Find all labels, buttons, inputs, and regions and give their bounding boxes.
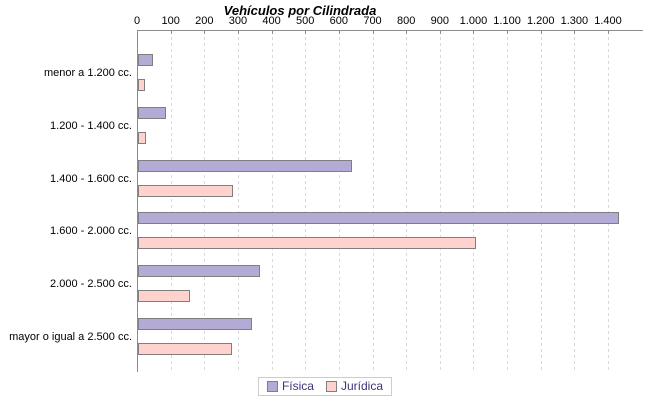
bar-juridica	[138, 290, 190, 303]
x-axis-tick-label: 1.200	[526, 15, 555, 27]
bar-juridica	[138, 79, 145, 91]
legend: Física Jurídica	[257, 377, 393, 396]
y-axis-category-label: 1.200 - 1.400 cc.	[50, 120, 132, 132]
chart-title: Vehículos por Cilindrada	[223, 3, 377, 18]
x-axis-tick-label: 1.400	[594, 15, 622, 27]
legend-swatch-juridica-icon	[325, 381, 337, 392]
x-axis-tick-label: 0	[133, 15, 141, 27]
x-axis-tick	[338, 30, 340, 34]
x-axis-tick-label: 1.300	[560, 15, 589, 27]
x-axis-tick	[406, 30, 408, 34]
gridline	[406, 31, 408, 373]
x-axis-tick-label: 800	[396, 15, 416, 27]
bar-juridica	[138, 343, 232, 355]
gridline	[574, 31, 576, 373]
bar-juridica	[138, 184, 233, 197]
bar-juridica	[138, 237, 476, 250]
legend-swatch-fisica-icon	[266, 381, 278, 392]
x-axis-tick	[439, 30, 441, 34]
gridline	[540, 31, 542, 373]
legend-item-fisica: Física	[266, 379, 314, 393]
x-axis-tick-label: 700	[363, 15, 382, 27]
x-axis-tick-label: 900	[430, 15, 449, 27]
bar-fisica	[138, 159, 352, 172]
x-axis-tick	[507, 30, 509, 34]
y-axis-category-label: menor a 1.200 cc.	[43, 67, 132, 79]
bar-fisica	[138, 265, 260, 278]
gridline	[439, 31, 441, 373]
bar-fisica	[138, 106, 166, 119]
x-axis-tick-label: 300	[228, 15, 248, 27]
gridline	[338, 31, 340, 373]
plot-area	[137, 30, 643, 373]
y-axis-category-label: 1.600 - 2.000 cc.	[50, 225, 132, 237]
x-axis-tick	[608, 30, 609, 34]
x-axis-tick	[204, 30, 206, 34]
gridline	[204, 31, 206, 373]
x-axis-tick-label: 400	[262, 15, 281, 27]
bar-fisica	[138, 318, 252, 330]
x-axis-tick-label: 100	[161, 15, 180, 27]
bar-fisica	[138, 212, 619, 225]
x-axis-tick	[137, 30, 138, 34]
x-axis-tick	[237, 30, 239, 34]
y-axis-category-label: 1.400 - 1.600 cc.	[50, 173, 132, 185]
x-axis-tick-label: 500	[296, 15, 315, 27]
x-axis-tick	[271, 30, 273, 34]
x-axis-tick	[305, 30, 307, 34]
y-axis-category-label: 2.000 - 2.500 cc.	[50, 278, 132, 290]
x-axis-tick-label: 1.100	[493, 15, 521, 27]
legend-item-juridica: Jurídica	[325, 379, 384, 393]
x-axis-tick-label: 600	[329, 15, 349, 27]
x-axis-tick	[170, 30, 172, 34]
x-axis-tick	[473, 30, 475, 34]
legend-label-juridica: Jurídica	[340, 379, 384, 393]
gridline	[237, 31, 239, 373]
x-axis-tick	[574, 30, 576, 34]
gridline	[372, 31, 374, 373]
gridline	[271, 31, 273, 373]
bar-juridica	[138, 131, 146, 144]
gridline	[170, 31, 172, 373]
legend-label-fisica: Física	[281, 379, 314, 393]
x-axis-tick	[372, 30, 374, 34]
gridline	[608, 31, 609, 373]
x-axis-tick-label: 1.000	[459, 15, 488, 27]
gridline	[305, 31, 307, 373]
gridline	[507, 31, 509, 373]
x-axis-tick	[540, 30, 542, 34]
x-axis-tick-label: 200	[195, 15, 214, 27]
y-axis-category-label: mayor o igual a 2.500 cc.	[9, 331, 132, 343]
bar-fisica	[138, 54, 153, 66]
gridline	[473, 31, 475, 373]
